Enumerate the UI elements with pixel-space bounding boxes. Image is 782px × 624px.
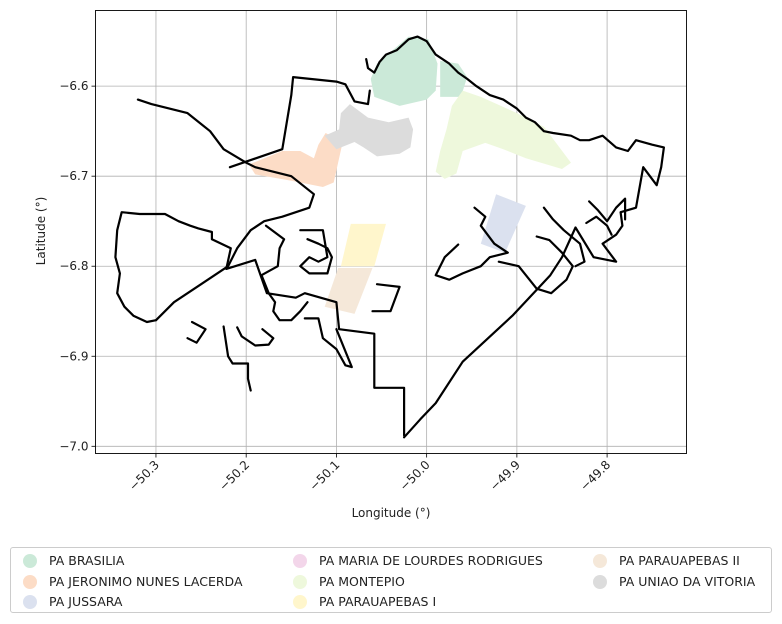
boundary-line <box>371 283 401 313</box>
legend-label: PA MONTEPIO <box>319 573 405 589</box>
y-tick-label: −7.0 <box>59 439 88 453</box>
x-tick-label: −50.2 <box>216 458 252 494</box>
boundary-line <box>542 206 586 268</box>
legend-marker <box>23 554 37 568</box>
legend-label: PA PARAUAPEBAS II <box>619 553 740 568</box>
boundary-line <box>236 326 275 347</box>
boundary-line <box>136 98 315 322</box>
region-pa-brasilia <box>370 36 438 106</box>
boundary-line <box>260 224 309 322</box>
boundary-line <box>114 211 406 437</box>
boundary-line <box>365 35 666 439</box>
region-pa-jussara <box>480 194 526 253</box>
y-tick-label: −6.9 <box>59 349 88 363</box>
legend-label: PA BRASILIA <box>49 553 125 568</box>
legend-label: PA PARAUAPEBAS I <box>319 594 437 609</box>
boundary-line <box>228 75 371 169</box>
region-pa-parauapebas-ii <box>324 268 373 314</box>
legend-marker <box>593 554 607 568</box>
region-pa-brasilia <box>440 60 468 97</box>
x-tick-label: −50.3 <box>126 458 162 494</box>
grid-lines <box>95 10 687 454</box>
legend-label: PA UNIAO DA VITORIA <box>619 573 756 589</box>
legend-marker <box>293 554 307 568</box>
region-pa-jeronimo-nunes-lacerda <box>248 133 343 187</box>
boundary-line <box>186 320 207 344</box>
plot-frame <box>95 10 687 454</box>
legend-label: PA MARIA DE LOURDES RODRIGUES <box>319 553 543 568</box>
x-tick-label: −50.1 <box>307 458 343 494</box>
y-axis-label: Latitude (°) <box>34 197 48 266</box>
legend-marker <box>293 574 307 589</box>
y-tick-label: −6.8 <box>59 259 88 273</box>
boundary-line <box>585 215 613 236</box>
legend-label: PA JUSSARA <box>49 594 123 609</box>
region-pa-parauapebas-i <box>340 223 386 267</box>
boundary-line <box>497 235 574 295</box>
legend-marker <box>23 574 37 589</box>
region-pa-montepio <box>435 90 571 179</box>
x-tick-label: −50.0 <box>397 458 433 494</box>
legend-label: PA JERONIMO NUNES LACERDA <box>49 573 243 589</box>
region-pa-uniao-da-vitoria <box>324 104 414 157</box>
boundary-line <box>434 206 509 281</box>
legend-marker <box>23 595 37 609</box>
settlement-regions <box>248 36 571 314</box>
x-axis-label: Longitude (°) <box>352 506 431 520</box>
legend-marker <box>593 574 607 589</box>
x-tick-label: −49.9 <box>487 458 523 494</box>
x-tick-label: −49.8 <box>577 458 613 494</box>
y-tick-label: −6.6 <box>59 79 88 93</box>
boundary-line <box>587 197 627 223</box>
boundary-line <box>222 325 252 392</box>
y-tick-label: −6.7 <box>59 169 88 183</box>
boundary-line <box>303 317 353 369</box>
legend-marker <box>293 595 307 609</box>
municipality-outlines <box>114 35 666 439</box>
legend: PA BRASILIA PA JERONIMO NUNES LACERDA PA J… <box>10 547 772 613</box>
boundary-line <box>299 229 333 275</box>
